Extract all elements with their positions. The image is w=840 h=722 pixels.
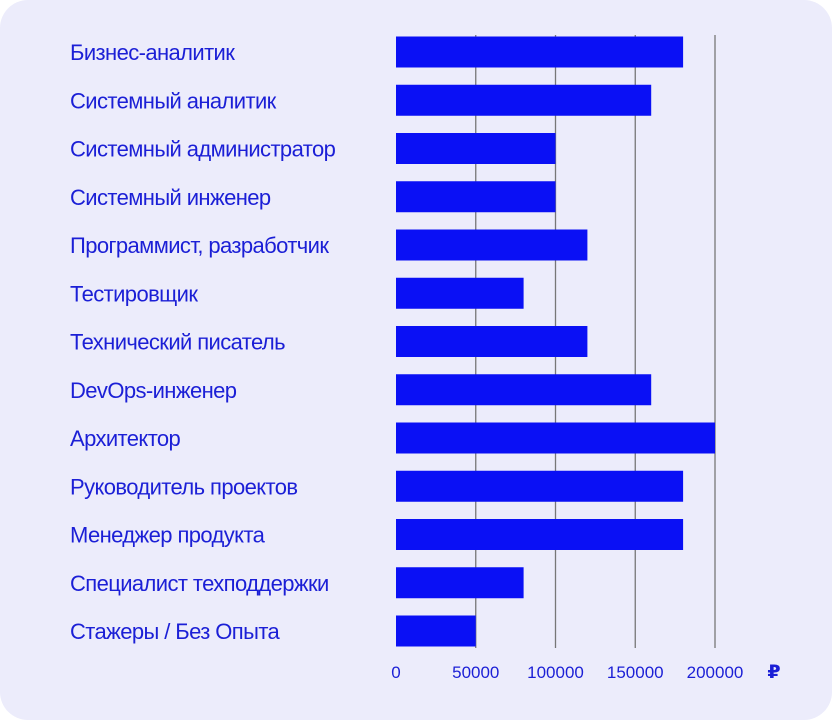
x-tick-label: 50000	[452, 663, 499, 682]
x-tick-label: 100000	[527, 663, 584, 682]
bar	[396, 277, 524, 309]
category-label: Системный инженер	[70, 185, 271, 210]
bar	[396, 181, 556, 213]
bar	[396, 470, 684, 502]
bar	[396, 326, 588, 357]
bar	[396, 36, 684, 68]
category-label: Технический писатель	[70, 330, 285, 355]
category-label: Менеджер продукта	[70, 523, 266, 548]
bar	[396, 519, 684, 550]
category-label: Тестировщик	[70, 281, 198, 306]
x-tick-label: 0	[391, 663, 400, 682]
category-label: Системный администратор	[70, 137, 336, 162]
category-label: DevOps-инженер	[70, 378, 237, 403]
category-label: Руководитель проектов	[70, 474, 298, 499]
category-label: Программист, разработчик	[70, 233, 329, 258]
x-tick-label: 150000	[607, 663, 664, 682]
bar	[396, 567, 524, 599]
bar	[396, 84, 652, 116]
category-label: Системный аналитик	[70, 88, 277, 113]
bar	[396, 229, 588, 261]
x-tick-label: 200000	[687, 663, 744, 682]
bar	[396, 133, 556, 164]
category-label: Архитектор	[70, 426, 181, 451]
bar	[396, 374, 652, 406]
bar	[396, 422, 715, 454]
category-label: Специалист техподдержки	[70, 571, 329, 596]
currency-label: ₽	[767, 661, 780, 683]
category-label: Бизнес-аналитик	[70, 40, 235, 65]
bar	[396, 615, 476, 647]
category-label: Стажеры / Без Опыта	[70, 619, 281, 644]
